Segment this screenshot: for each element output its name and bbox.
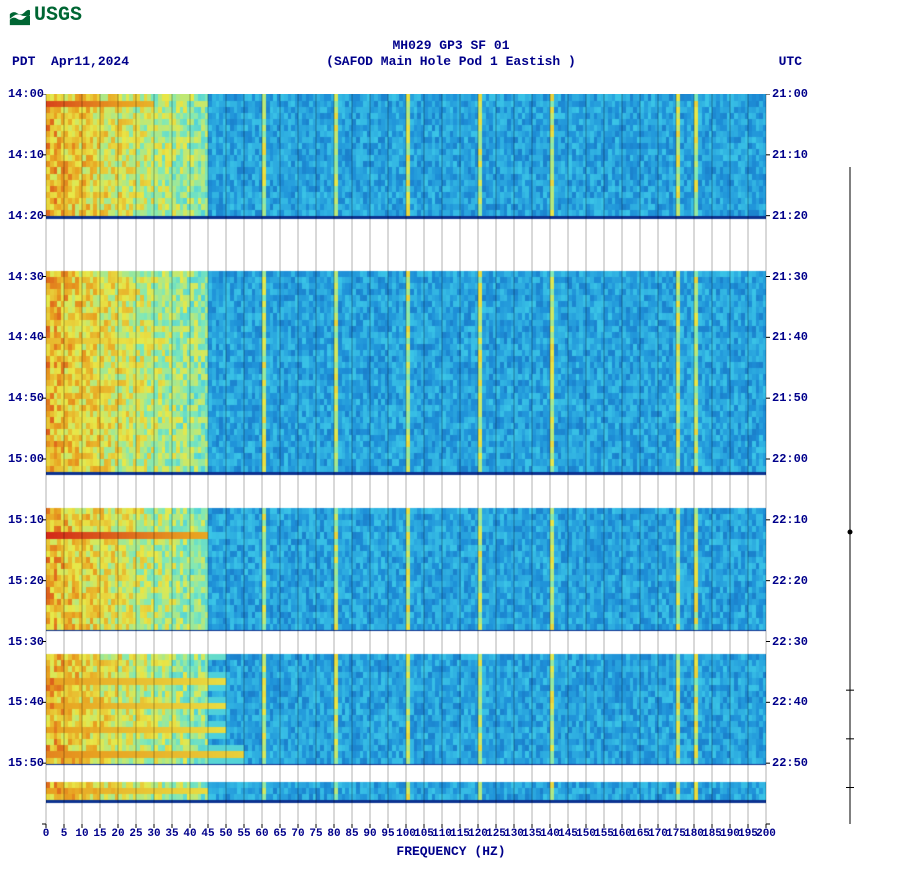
x-tick: 5 [61, 828, 68, 840]
logo-text: USGS [34, 4, 82, 27]
x-tick: 190 [720, 828, 740, 840]
x-tick: 110 [432, 828, 452, 840]
x-tick: 45 [201, 828, 214, 840]
x-tick: 175 [666, 828, 686, 840]
y-left-tick: 14:50 [0, 391, 44, 405]
y-right-tick: 22:30 [772, 635, 822, 649]
y-left-tick: 15:30 [0, 635, 44, 649]
x-tick: 95 [381, 828, 394, 840]
y-right-tick: 22:10 [772, 513, 822, 527]
x-tick: 120 [468, 828, 488, 840]
x-tick: 10 [75, 828, 88, 840]
x-tick: 160 [612, 828, 632, 840]
x-tick: 200 [756, 828, 776, 840]
y-left-tick: 15:50 [0, 756, 44, 770]
x-tick: 80 [327, 828, 340, 840]
y-left-tick: 15:00 [0, 452, 44, 466]
spectrogram-canvas [46, 94, 766, 824]
x-tick: 85 [345, 828, 358, 840]
usgs-logo: USGS [8, 4, 82, 27]
x-tick: 70 [291, 828, 304, 840]
spectrogram-plot [46, 94, 766, 824]
x-tick: 180 [684, 828, 704, 840]
x-tick: 30 [147, 828, 160, 840]
x-tick: 105 [414, 828, 434, 840]
y-left-tick: 15:10 [0, 513, 44, 527]
x-tick: 140 [540, 828, 560, 840]
y-left-tick: 14:30 [0, 270, 44, 284]
x-tick: 195 [738, 828, 758, 840]
x-tick: 65 [273, 828, 286, 840]
x-tick: 185 [702, 828, 722, 840]
tz-right: UTC [779, 54, 802, 69]
x-tick: 145 [558, 828, 578, 840]
x-tick: 75 [309, 828, 322, 840]
x-axis-title: FREQUENCY (HZ) [0, 844, 902, 859]
x-tick: 155 [594, 828, 614, 840]
x-tick: 40 [183, 828, 196, 840]
event-markers [840, 94, 870, 824]
x-tick: 130 [504, 828, 524, 840]
x-tick: 125 [486, 828, 506, 840]
chart-subtitle: (SAFOD Main Hole Pod 1 Eastish ) [0, 54, 902, 69]
y-right-tick: 21:40 [772, 330, 822, 344]
x-tick: 50 [219, 828, 232, 840]
x-tick: 165 [630, 828, 650, 840]
x-tick: 170 [648, 828, 668, 840]
y-right-tick: 22:00 [772, 452, 822, 466]
y-right-tick: 22:40 [772, 695, 822, 709]
y-left-tick: 15:20 [0, 574, 44, 588]
x-tick: 15 [93, 828, 106, 840]
x-tick: 115 [450, 828, 470, 840]
x-tick: 135 [522, 828, 542, 840]
x-tick: 20 [111, 828, 124, 840]
y-axis-left: 14:0014:1014:2014:3014:4014:5015:0015:10… [0, 94, 44, 824]
y-right-tick: 21:20 [772, 209, 822, 223]
y-left-tick: 14:00 [0, 87, 44, 101]
y-left-tick: 14:10 [0, 148, 44, 162]
y-right-tick: 21:00 [772, 87, 822, 101]
y-right-tick: 21:10 [772, 148, 822, 162]
x-tick: 0 [43, 828, 50, 840]
x-tick: 100 [396, 828, 416, 840]
x-tick: 25 [129, 828, 142, 840]
y-axis-right: 21:0021:1021:2021:3021:4021:5022:0022:10… [772, 94, 822, 824]
x-tick: 150 [576, 828, 596, 840]
x-tick: 35 [165, 828, 178, 840]
y-right-tick: 22:20 [772, 574, 822, 588]
x-tick: 60 [255, 828, 268, 840]
x-tick: 90 [363, 828, 376, 840]
y-left-tick: 14:40 [0, 330, 44, 344]
y-right-tick: 21:50 [772, 391, 822, 405]
y-right-tick: 22:50 [772, 756, 822, 770]
chart-title: MH029 GP3 SF 01 [0, 38, 902, 53]
y-left-tick: 15:40 [0, 695, 44, 709]
y-right-tick: 21:30 [772, 270, 822, 284]
x-tick: 55 [237, 828, 250, 840]
y-left-tick: 14:20 [0, 209, 44, 223]
